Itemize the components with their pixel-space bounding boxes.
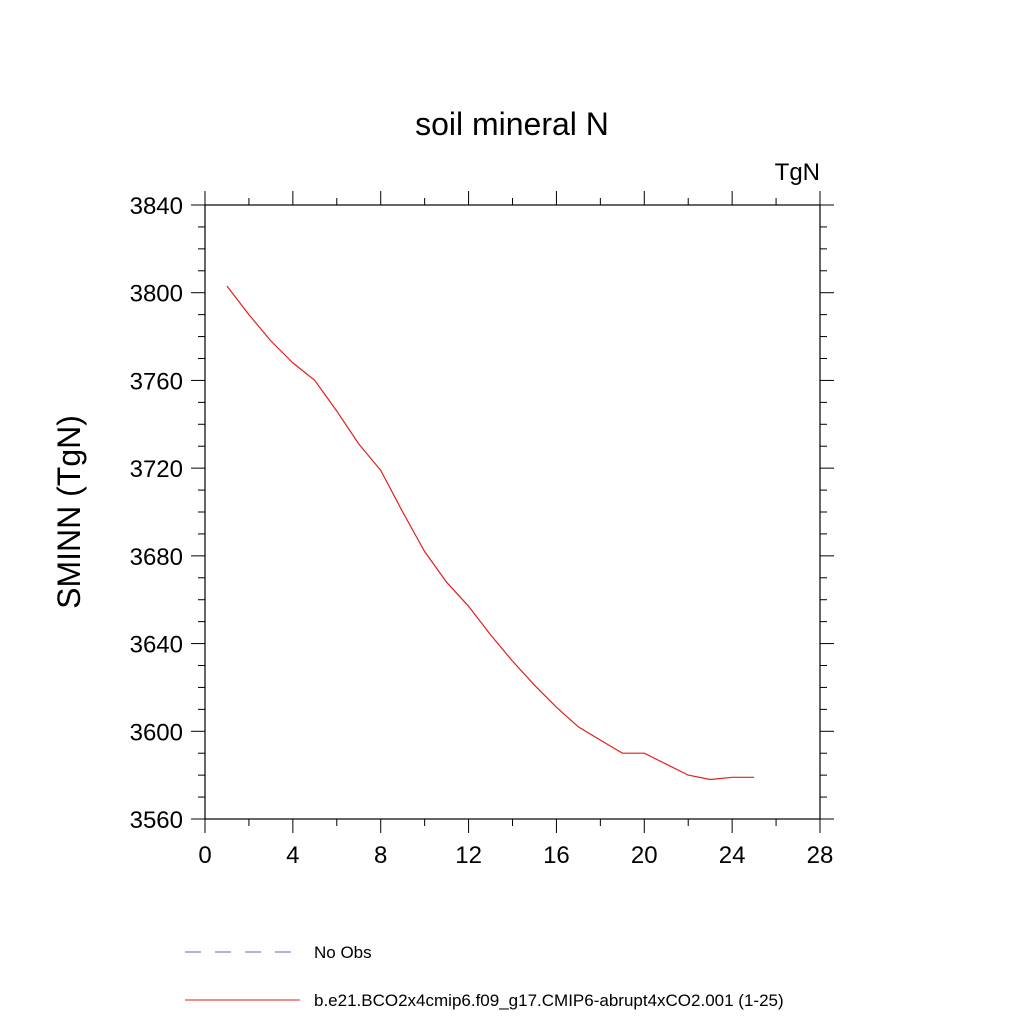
y-axis-label: SMINN (TgN) [51, 415, 87, 609]
y-tick-label: 3840 [130, 193, 183, 220]
y-tick-label: 3600 [130, 719, 183, 746]
series-lines [226, 285, 755, 781]
x-tick-label: 16 [543, 842, 570, 869]
chart-title: soil mineral N [415, 106, 609, 142]
x-tick-label: 12 [455, 842, 482, 869]
y-tick-label: 3640 [130, 632, 183, 659]
y-tick-label: 3720 [130, 456, 183, 483]
x-tick-label: 4 [286, 842, 299, 869]
legend-label: b.e21.BCO2x4cmip6.f09_g17.CMIP6-abrupt4x… [314, 991, 784, 1010]
legend-label: No Obs [314, 943, 372, 962]
axis-ticks [191, 191, 834, 833]
y-tick-label: 3560 [130, 807, 183, 834]
series-line [226, 285, 755, 781]
x-tick-labels: 0 4 8 12 16 20 24 28 [198, 842, 833, 869]
x-tick-label: 0 [198, 842, 211, 869]
y-tick-label: 3800 [130, 281, 183, 308]
y-tick-label: 3680 [130, 544, 183, 571]
legend: No Obs b.e21.BCO2x4cmip6.f09_g17.CMIP6-ab… [185, 943, 784, 1010]
x-tick-label: 8 [374, 842, 387, 869]
x-tick-label: 24 [719, 842, 746, 869]
y-tick-labels: 3560 3600 3640 3680 3720 3760 3800 3840 [130, 193, 183, 834]
x-tick-label: 20 [631, 842, 658, 869]
plot-frame [204, 204, 821, 820]
y-tick-label: 3760 [130, 368, 183, 395]
x-tick-label: 28 [807, 842, 834, 869]
units-label: TgN [775, 159, 820, 186]
